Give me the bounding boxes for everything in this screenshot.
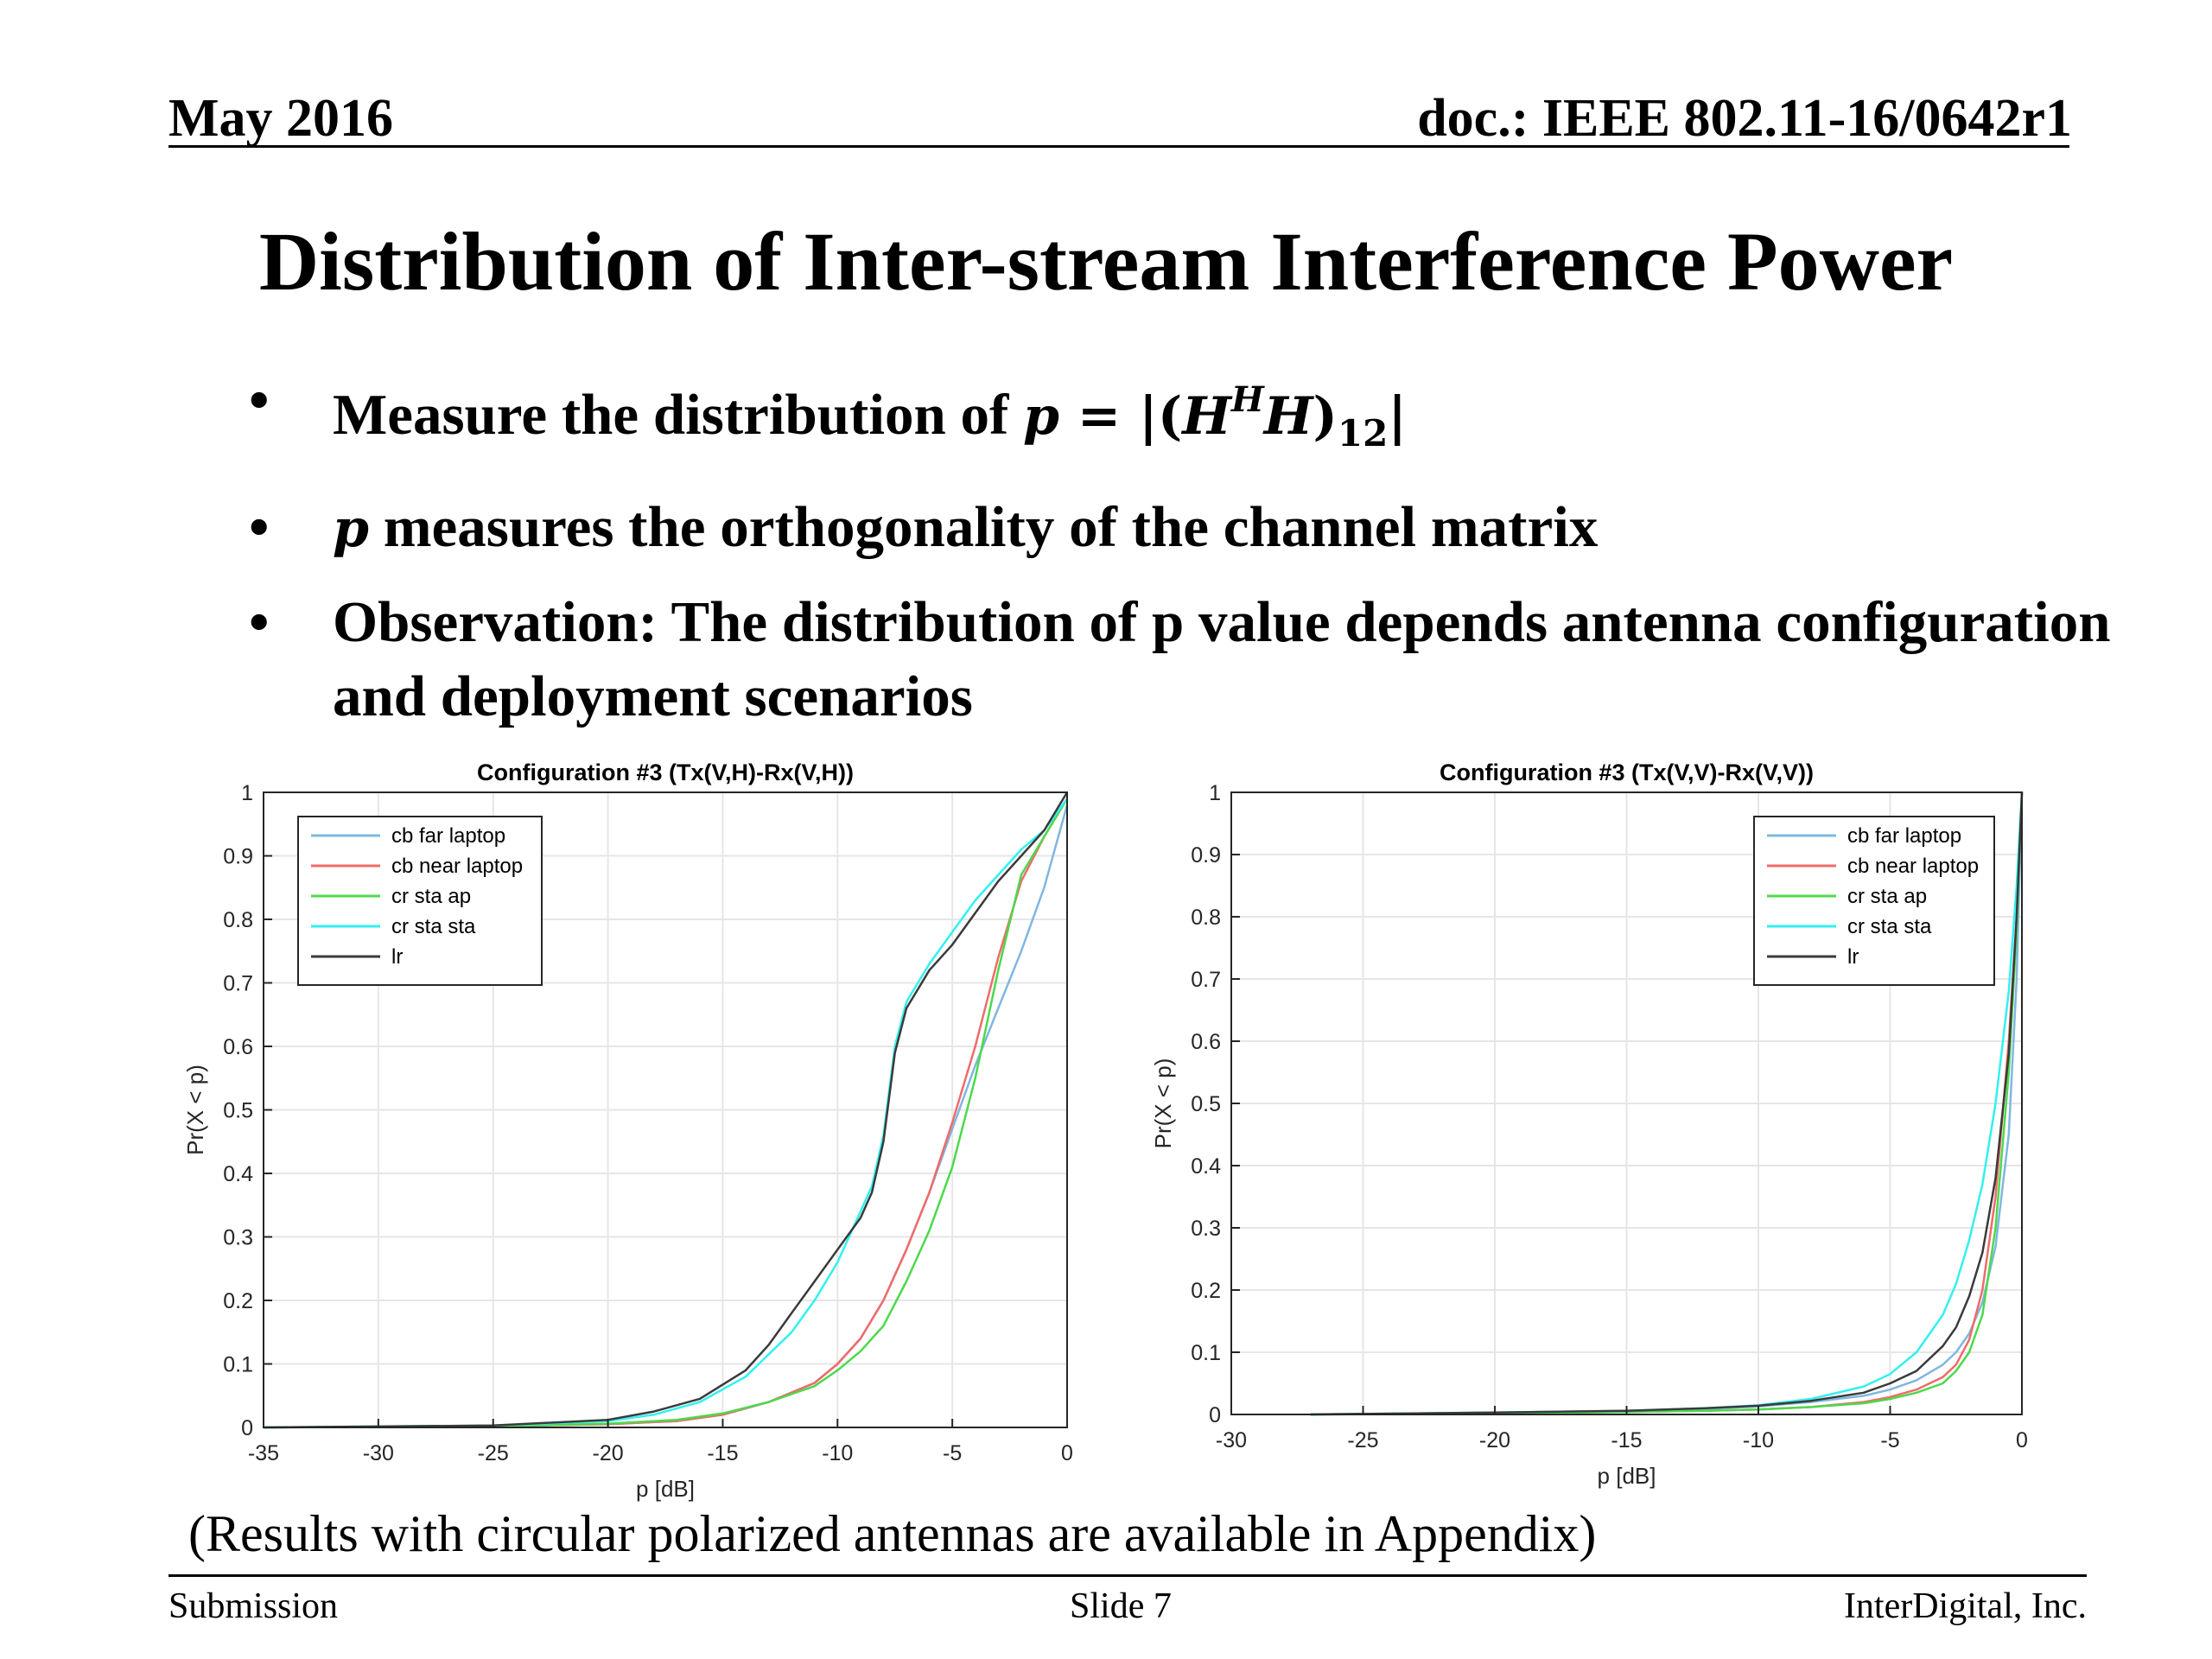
y-axis-label: Pr(X < p) [1150,1058,1176,1149]
x-tick-label: 0 [2016,1428,2028,1452]
header-doc-id: doc.: IEEE 802.11-16/0642r1 [1417,89,2072,148]
bullet-list: • Measure the distribution of p = |(HHH)… [242,363,2143,753]
series-line [263,798,1069,1429]
x-tick-label: -25 [1347,1428,1378,1452]
legend-label: lr [391,945,403,969]
y-tick-label: 0.8 [223,908,253,932]
series-line [263,798,1069,1429]
y-tick-label: 1 [1209,781,1221,805]
y-tick-label: 0.9 [1191,843,1221,868]
legend-label: cb near laptop [1847,855,1979,878]
bullet-2-variable: p [333,499,369,559]
y-tick-label: 0.5 [1191,1092,1221,1116]
y-tick-label: 0.7 [223,972,253,996]
legend-label: cr sta ap [391,885,471,908]
x-tick-label: -20 [593,1441,624,1465]
header-rule [168,145,2069,148]
y-tick-label: 0.6 [1191,1030,1221,1054]
x-tick-label: -30 [1216,1428,1247,1452]
legend-label: cr sta sta [391,915,476,938]
chart-left: -35 -30 -25 -20 -15 -10 -5 0 0 0.1 0.2 0.3 0.4 0.5 0.6… [182,760,1073,1502]
footer-slide-number: Slide 7 [1070,1586,1172,1626]
x-axis-label: p [dB] [636,1476,695,1502]
slide-title: Distribution of Inter-stream Interferenc… [258,215,1954,308]
y-tick-label: 0.1 [223,1353,253,1377]
y-tick-label: 0.4 [223,1162,253,1186]
legend-label: cr sta sta [1847,915,1932,938]
bullet-dot: • [249,590,270,654]
y-tick-label: 0 [1209,1403,1221,1427]
footer-company: InterDigital, Inc. [1843,1586,2087,1626]
bullet-item-1: • Measure the distribution of p = |(HHH)… [242,363,2143,471]
legend-label: cr sta ap [1847,885,1927,908]
y-tick-label: 0.2 [1191,1279,1221,1303]
chart-title: Configuration #3 (Tx(V,H)-Rx(V,H)) [477,760,854,785]
x-tick-label: -25 [478,1441,509,1465]
series-line [1310,791,2024,1416]
y-tick-label: 0.1 [1191,1341,1221,1365]
x-tick-label: -10 [1743,1428,1774,1452]
y-tick-label: 0.7 [1191,968,1221,992]
y-tick-label: 1 [241,781,253,805]
y-tick-label: 0.3 [1191,1217,1221,1241]
x-tick-label: -15 [1611,1428,1642,1452]
bullet-2-text: measures the orthogonality of the channe… [368,495,1599,559]
bullet-dot: • [249,495,270,559]
bullet-1-formula: p = |(HHH)12| [1023,379,1408,454]
legend-label: lr [1847,945,1859,969]
y-tick-label: 0 [241,1416,253,1440]
series-line [263,798,1069,1429]
x-axis-label: p [dB] [1598,1463,1656,1489]
chart-right: -30 -25 -20 -15 -10 -5 0 0 0.1 0.2 0.3 0.4 0.5 0.6 0.7… [1150,760,2028,1489]
x-tick-label: -5 [1880,1428,1899,1452]
legend-label: cb near laptop [391,855,523,878]
y-tick-label: 0.8 [1191,906,1221,930]
x-tick-label: -30 [363,1441,394,1465]
series-line [263,791,1069,1429]
y-tick-label: 0.5 [223,1099,253,1123]
chart-title: Configuration #3 (Tx(V,V)-Rx(V,V)) [1440,760,1814,785]
x-tick-label: 0 [1061,1441,1073,1465]
y-tick-label: 0.2 [223,1289,253,1313]
footer-submission: Submission [168,1586,339,1626]
x-tick-label: -5 [943,1441,962,1465]
y-tick-label: 0.4 [1191,1154,1221,1179]
x-tick-label: -20 [1479,1428,1510,1452]
bullet-item-2: • p measures the orthogonality of the ch… [242,490,2143,566]
y-tick-label: 0.6 [223,1035,253,1059]
legend-label: cb far laptop [391,824,505,848]
bullet-1-text: Measure the distribution of [333,383,1009,447]
legend-label: cb far laptop [1847,824,1961,848]
footer-rule [168,1574,2087,1577]
series-line [1310,791,2024,1416]
y-tick-label: 0.3 [223,1226,253,1250]
y-axis-label: Pr(X < p) [182,1065,208,1155]
bullet-dot: • [249,368,270,432]
bullet-3-text: Observation: The distribution of p value… [333,590,2111,728]
bullet-item-3: • Observation: The distribution of p val… [242,585,2143,734]
x-tick-label: -10 [822,1441,853,1465]
x-tick-label: -15 [707,1441,738,1465]
y-tick-label: 0.9 [223,845,253,869]
header-date: May 2016 [168,89,394,148]
x-tick-label: -35 [248,1441,279,1465]
caption: (Results with circular polarized antenna… [188,1505,1597,1562]
